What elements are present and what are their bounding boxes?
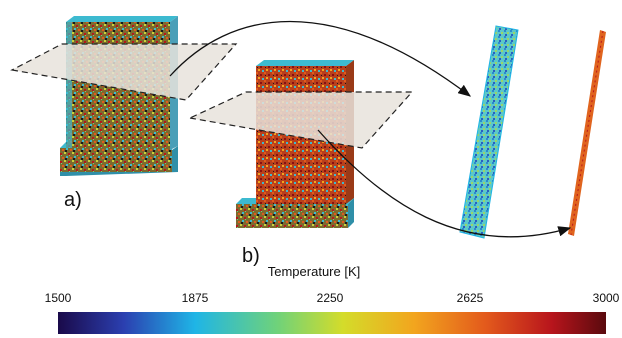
colorbar: Temperature [K] 1500 1875 2250 2625 3000	[45, 264, 620, 334]
wall-b	[236, 60, 354, 228]
wall-b-top	[256, 60, 354, 66]
slice-b	[568, 30, 606, 236]
arrow-a	[169, 20, 472, 97]
plane-a	[10, 43, 238, 101]
colorbar-title: Temperature [K]	[268, 264, 361, 279]
colorbar-tick-label: 1875	[182, 291, 209, 305]
colorbar-tick-label: 3000	[593, 291, 620, 305]
colorbar-tick-label: 1500	[45, 291, 72, 305]
slice-a	[459, 25, 519, 239]
plane-b	[188, 91, 414, 149]
wall-b-base	[236, 204, 348, 228]
panel-label-a: a)	[64, 189, 82, 211]
wall-a-base	[60, 148, 172, 172]
arrow-b	[317, 129, 572, 238]
colorbar-tick-label: 2250	[317, 291, 344, 305]
colorbar-tick-label: 2625	[457, 291, 484, 305]
colorbar-gradient	[58, 312, 606, 334]
wall-a-top	[66, 16, 178, 22]
panel-label-b: b)	[242, 245, 260, 267]
